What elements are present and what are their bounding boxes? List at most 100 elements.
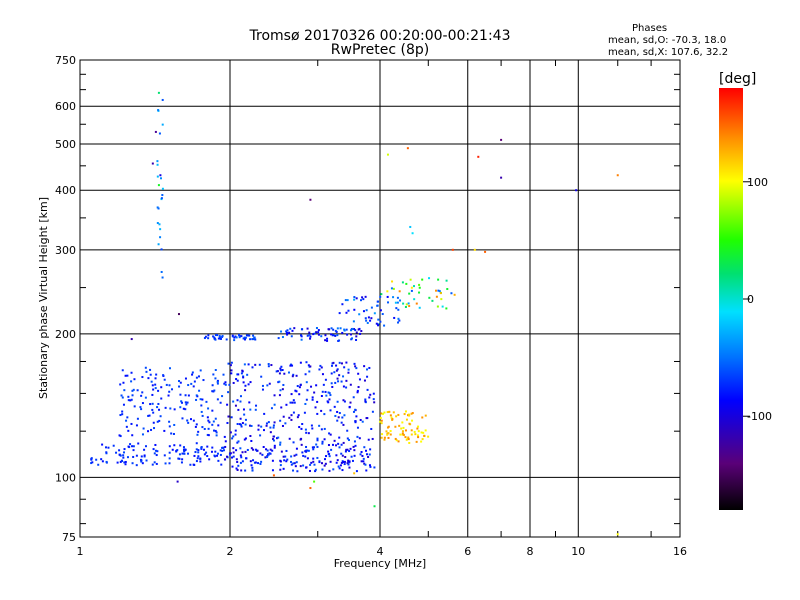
echo-point [133,378,136,381]
echo-point [156,160,159,163]
echo-point [118,453,121,456]
echo-point [205,400,208,403]
echo-point [240,456,243,459]
echo-point [95,458,98,461]
echo-point [221,395,224,398]
echo-point [295,447,298,450]
echo-point [214,450,217,453]
echo-point [318,424,321,427]
echo-point [231,334,234,337]
echo-point [316,400,319,403]
echo-point [239,400,242,403]
echo-point [335,364,338,367]
echo-point [416,427,419,430]
echo-point [401,430,404,433]
echo-point [169,407,172,410]
echo-point [219,401,222,404]
echo-point [333,439,336,442]
echo-point [173,408,176,411]
echo-point [156,406,159,409]
echo-point [126,416,129,419]
echo-point [243,338,246,341]
echo-point [320,335,323,338]
echo-point [177,313,180,316]
echo-point [340,461,343,464]
echo-point [243,363,246,366]
echo-point [247,383,250,386]
echo-point [212,390,215,393]
echo-point [405,438,408,441]
echo-point [253,336,256,339]
echo-point [353,362,356,365]
echo-point [179,381,182,384]
echo-point [158,223,161,226]
echo-point [201,398,204,401]
echo-point [285,403,288,406]
echo-point [178,453,181,456]
echo-point [369,448,372,451]
echo-point [238,334,241,337]
echo-point [159,228,162,231]
echo-point [366,388,369,391]
echo-point [323,427,326,430]
echo-point [309,198,312,201]
echo-point [328,455,331,458]
echo-point [277,337,280,340]
echo-point [268,452,271,455]
echo-point [368,453,371,456]
echo-point [427,435,430,438]
echo-point [249,424,252,427]
echo-point [386,153,389,156]
echo-point [408,422,411,425]
echo-point [125,425,128,428]
echo-point [123,448,126,451]
echo-point [377,300,380,303]
echo-point [341,454,344,457]
echo-point [160,386,163,389]
echo-point [250,464,253,467]
echo-point [392,296,395,299]
echo-point [248,334,251,337]
echo-point [195,423,198,426]
echo-point [383,438,386,441]
echo-point [257,424,260,427]
echo-point [404,429,407,432]
echo-point [179,444,182,447]
echo-point [424,414,427,417]
echo-point [385,430,388,433]
echo-point [404,305,407,308]
echo-point [349,447,352,450]
echo-point [244,469,247,472]
echo-point [132,445,135,448]
echo-point [338,436,341,439]
echo-point [199,457,202,460]
echo-point [222,373,225,376]
echo-point [240,425,243,428]
echo-point [213,454,216,457]
echo-point [324,378,327,381]
echo-point [120,394,123,397]
x-tick-label: 2 [227,545,234,558]
echo-point [323,458,326,461]
echo-point [402,426,405,429]
echo-point [150,428,153,431]
echo-point [90,462,93,465]
echo-point [401,432,404,435]
echo-point [358,378,361,381]
echo-point [408,292,411,295]
echo-point [129,399,132,402]
echo-point [185,403,188,406]
echo-point [147,430,150,433]
echo-point [281,388,284,391]
echo-point [369,319,372,322]
echo-point [329,460,332,463]
echo-point [231,465,234,468]
echo-point [299,384,302,387]
echo-point [308,331,311,334]
echo-point [156,222,159,225]
echo-point [352,445,355,448]
echo-point [281,336,284,339]
echo-point [417,425,420,428]
echo-point [396,296,399,299]
